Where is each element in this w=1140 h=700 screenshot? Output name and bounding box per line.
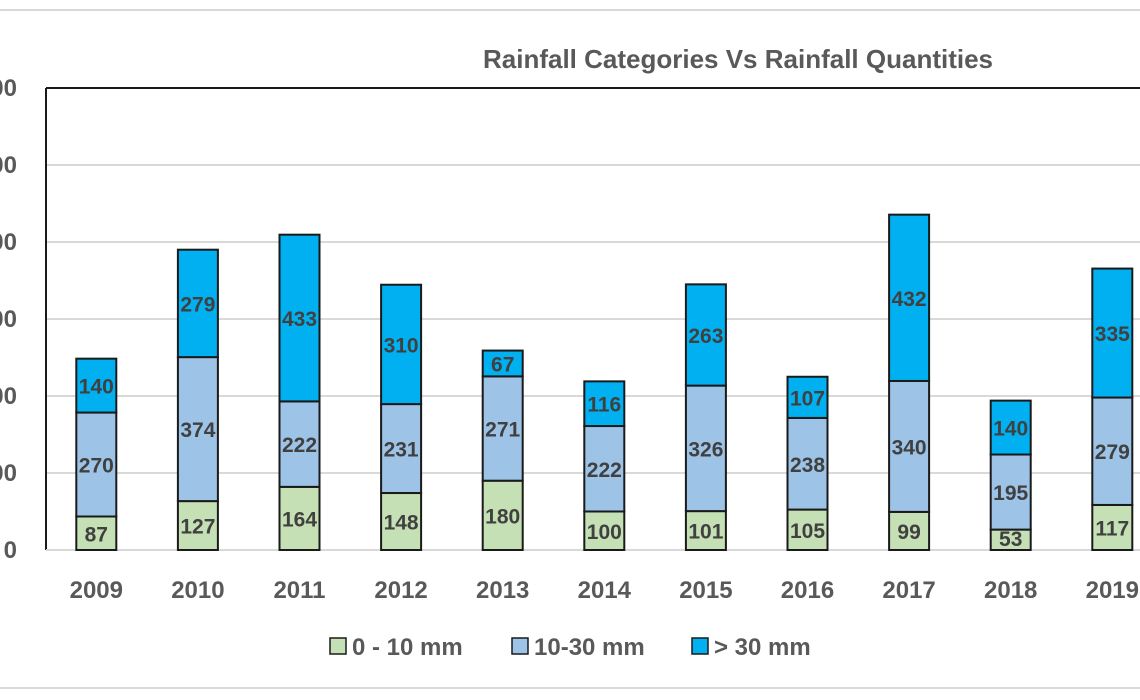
legend-label: > 30 mm — [714, 634, 811, 661]
x-tick-label: 2013 — [476, 577, 529, 604]
bar-segment — [278, 485, 321, 551]
data-labels: 87 270 140 127 374 279 164 222 433 148 231 310 180 27… — [79, 288, 1130, 551]
data-label: 101 — [688, 521, 723, 544]
x-tick-label: 2012 — [374, 577, 427, 604]
bar-segment — [176, 356, 219, 503]
bar-segment — [481, 349, 524, 378]
data-label: 117 — [1095, 517, 1129, 540]
data-label: 271 — [485, 419, 520, 442]
x-tick-label: 2010 — [171, 577, 224, 604]
x-tick-label: 2015 — [679, 577, 732, 604]
bar-segment — [888, 213, 931, 382]
chart-title: Rainfall Categories Vs Rainfall Quantiti… — [483, 44, 993, 74]
data-label: 270 — [79, 455, 114, 478]
bars — [75, 213, 1134, 552]
data-label: 107 — [790, 387, 825, 410]
legend-swatch — [511, 637, 529, 655]
data-label: 105 — [790, 520, 825, 543]
bar-segment — [684, 283, 727, 387]
data-label: 140 — [79, 376, 114, 399]
bar-segment — [380, 492, 423, 551]
legend: 0 - 10 mm 10-30 mm > 30 mm — [329, 634, 811, 661]
bar-segment — [583, 380, 626, 428]
y-tick-label: 00 — [0, 75, 17, 102]
data-label: 263 — [688, 325, 723, 348]
data-label: 195 — [993, 482, 1028, 505]
data-label: 99 — [897, 521, 920, 544]
bar-segment — [278, 233, 321, 403]
data-label: 100 — [587, 521, 622, 544]
bar-segment — [75, 357, 118, 414]
y-tick-label: 00 — [0, 306, 17, 333]
data-label: 222 — [282, 434, 317, 457]
bar-segment — [888, 510, 931, 552]
bar-segment — [786, 416, 829, 511]
legend-label: 10-30 mm — [534, 634, 645, 661]
bar-segment — [278, 400, 321, 488]
data-label: 374 — [180, 419, 215, 442]
data-label: 231 — [384, 439, 419, 462]
bar-segment — [380, 403, 423, 495]
bar-segment — [989, 399, 1032, 456]
bar-segment — [786, 508, 829, 552]
y-axis: 0000000000000 — [0, 75, 17, 564]
legend-label: 0 - 10 mm — [352, 634, 463, 661]
bar-segment — [786, 375, 829, 419]
data-label: 279 — [180, 293, 215, 316]
legend-swatch — [329, 637, 347, 655]
x-axis: 2009 2010 2011 2012 2013 2014 2015 2016 2017 2018… — [70, 577, 1139, 604]
x-tick-label: 2019 — [1086, 577, 1139, 604]
bar-segment — [176, 248, 219, 359]
y-tick-label: 0 — [4, 537, 17, 564]
data-label: 340 — [892, 436, 927, 459]
data-label: 127 — [180, 516, 215, 539]
data-label: 140 — [993, 418, 1028, 441]
y-tick-label: 00 — [0, 229, 17, 256]
bar-segment — [583, 510, 626, 551]
x-tick-label: 2017 — [882, 577, 935, 604]
bar-segment — [583, 425, 626, 513]
x-tick-label: 2016 — [781, 577, 834, 604]
y-tick-label: 00 — [0, 152, 17, 179]
data-label: 238 — [790, 454, 825, 477]
data-label: 53 — [999, 528, 1022, 551]
data-label: 222 — [587, 459, 622, 482]
data-label: 180 — [485, 505, 520, 528]
y-tick-label: 00 — [0, 460, 17, 487]
y-tick-label: 00 — [0, 383, 17, 410]
data-label: 87 — [85, 523, 108, 546]
bar-segment — [481, 479, 524, 552]
data-label: 326 — [688, 438, 723, 461]
bar-segment — [380, 283, 423, 406]
data-label: 432 — [892, 288, 927, 311]
data-label: 433 — [282, 308, 317, 331]
data-label: 310 — [384, 334, 419, 357]
x-tick-label: 2011 — [273, 577, 325, 604]
x-tick-label: 2018 — [984, 577, 1037, 604]
bar-segment — [888, 379, 931, 513]
data-label: 279 — [1095, 441, 1130, 464]
data-label: 164 — [282, 508, 317, 531]
data-label: 67 — [491, 353, 514, 376]
x-tick-label: 2014 — [578, 577, 632, 604]
legend-swatch — [691, 637, 709, 655]
bar-segment — [1091, 396, 1134, 506]
data-label: 116 — [587, 394, 621, 417]
data-label: 148 — [384, 512, 419, 535]
data-label: 335 — [1095, 323, 1130, 346]
bar-segment — [176, 500, 219, 552]
x-tick-label: 2009 — [70, 577, 123, 604]
bar-segment — [1091, 267, 1134, 399]
